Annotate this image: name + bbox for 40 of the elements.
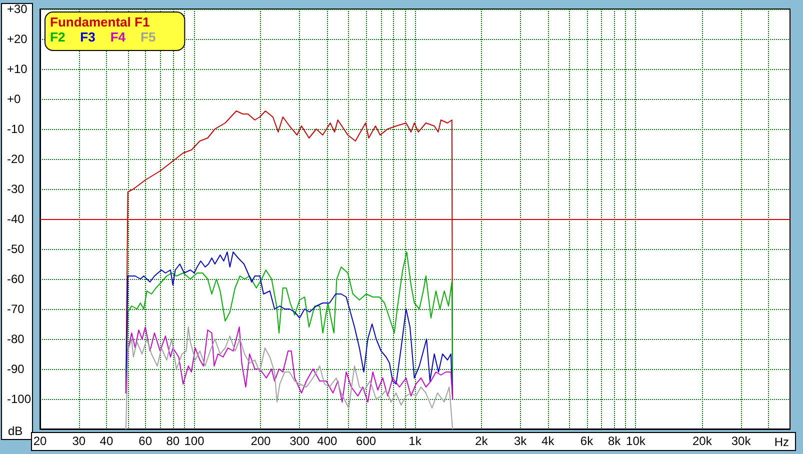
x-tick-label: 60 xyxy=(138,434,152,448)
x-tick-label: 20 xyxy=(33,434,47,448)
x-tick-label: 100 xyxy=(184,434,205,448)
y-tick-label: -100 xyxy=(7,392,32,406)
x-tick-label: 20k xyxy=(692,434,713,448)
y-tick-label: -10 xyxy=(7,122,25,136)
y-tick-label: +10 xyxy=(7,62,28,76)
y-tick-label: +20 xyxy=(7,32,28,46)
x-tick-label: 600 xyxy=(356,434,376,448)
y-axis-title: dB xyxy=(8,424,23,438)
text: F4 xyxy=(110,30,126,44)
y-tick-label: -60 xyxy=(7,272,25,286)
x-tick-label: 40 xyxy=(100,434,114,448)
x-tick-label: 400 xyxy=(317,434,338,448)
x-tick-label: 8k xyxy=(608,434,622,448)
text: F5 xyxy=(140,30,156,44)
y-tick-label: -50 xyxy=(7,242,25,256)
x-axis-title: Hz xyxy=(774,435,790,449)
y-tick-label: -40 xyxy=(7,212,25,226)
y-tick-label: -20 xyxy=(7,152,25,166)
x-tick-label: 200 xyxy=(250,434,272,448)
y-tick-label: -70 xyxy=(7,302,25,316)
x-tick-label: 4k xyxy=(542,434,556,448)
x-tick-label: 300 xyxy=(290,434,310,448)
text: F2 xyxy=(50,30,66,44)
text: Fundamental F1 xyxy=(50,14,150,30)
x-tick-label: 10k xyxy=(626,434,646,448)
x-tick-label: 2k xyxy=(475,434,489,448)
text: F3 xyxy=(80,30,96,44)
x-tick-label: 6k xyxy=(580,434,594,448)
x-tick-label: 1k xyxy=(408,434,422,448)
y-tick-label: +30 xyxy=(7,2,28,16)
x-tick-label: 30k xyxy=(731,434,752,448)
y-tick-label: -30 xyxy=(7,182,25,196)
y-tick-label: +0 xyxy=(7,92,22,106)
y-tick-label: -90 xyxy=(7,362,25,376)
x-tick-label: 80 xyxy=(166,434,180,448)
x-tick-label: 3k xyxy=(514,434,528,448)
y-tick-label: -80 xyxy=(7,332,25,346)
x-tick-label: 30 xyxy=(72,434,86,448)
